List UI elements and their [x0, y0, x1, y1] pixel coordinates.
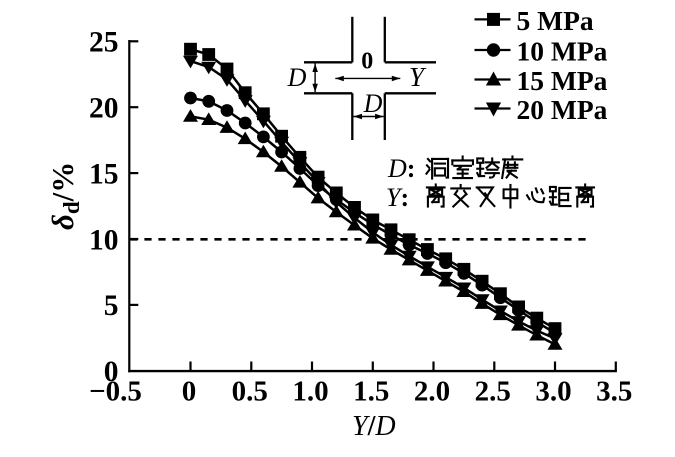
- svg-text:10: 10: [89, 224, 119, 256]
- svg-text:1.0: 1.0: [292, 376, 328, 408]
- svg-text:δd/%: δd/%: [45, 162, 84, 230]
- svg-text:2.0: 2.0: [414, 376, 450, 408]
- svg-text:Y/D: Y/D: [352, 411, 396, 442]
- svg-text:D:: D:: [387, 154, 415, 183]
- svg-text:15: 15: [89, 158, 119, 190]
- svg-text:1.5: 1.5: [353, 376, 389, 408]
- svg-text:20: 20: [89, 93, 119, 125]
- svg-text:3.0: 3.0: [535, 376, 571, 408]
- svg-text:0: 0: [104, 356, 119, 388]
- svg-text:Y:: Y:: [386, 183, 409, 212]
- svg-text:10 MPa: 10 MPa: [517, 36, 608, 67]
- svg-text:5: 5: [104, 290, 119, 322]
- svg-text:0: 0: [361, 49, 373, 75]
- svg-text:D: D: [287, 63, 307, 92]
- svg-text:0.5: 0.5: [232, 376, 268, 408]
- svg-text:5 MPa: 5 MPa: [517, 5, 594, 36]
- svg-text:25: 25: [89, 27, 119, 59]
- svg-text:20 MPa: 20 MPa: [517, 94, 608, 125]
- svg-text:15 MPa: 15 MPa: [517, 65, 608, 96]
- svg-text:D: D: [363, 89, 383, 118]
- svg-text:2.5: 2.5: [475, 376, 511, 408]
- svg-text:−0.5: −0.5: [89, 376, 142, 408]
- svg-text:Y: Y: [409, 62, 427, 92]
- svg-text:0: 0: [182, 376, 197, 408]
- svg-text:3.5: 3.5: [596, 376, 632, 408]
